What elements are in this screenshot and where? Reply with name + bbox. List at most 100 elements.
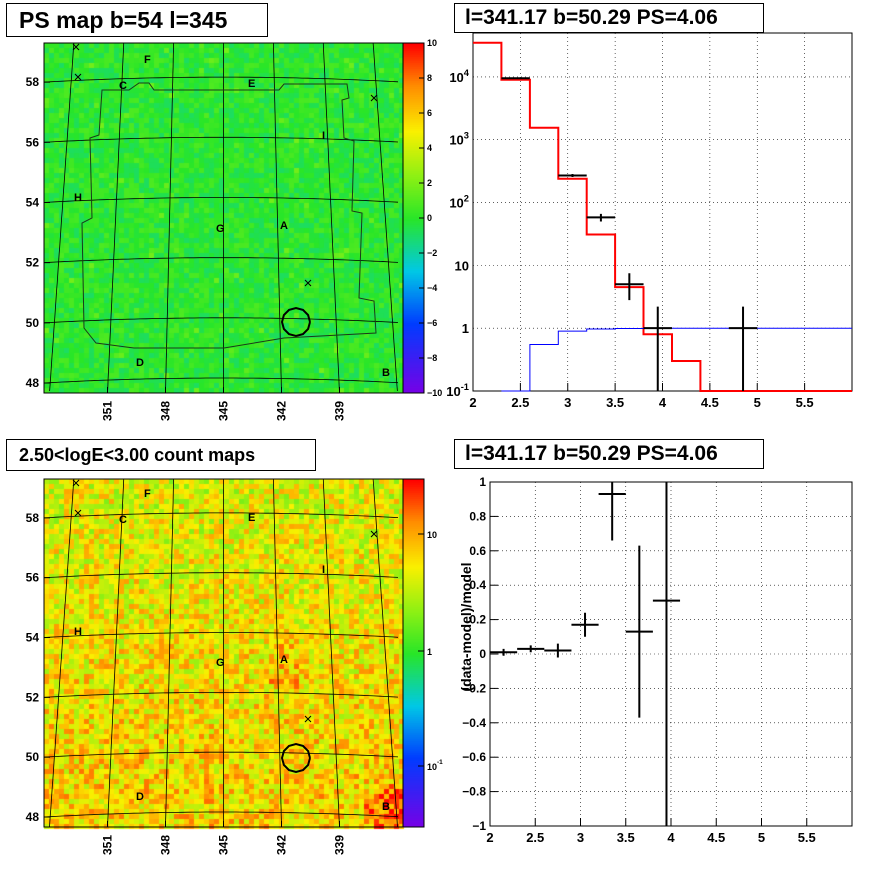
spectrum-y-tick-label: 10 bbox=[455, 258, 469, 273]
residual-grid bbox=[489, 481, 852, 827]
count-map-x-tick-label: 342 bbox=[275, 835, 289, 855]
spectrum-frame bbox=[472, 32, 853, 392]
count-colorbar-tick-label: 1 bbox=[427, 647, 432, 657]
spectrum-model-line bbox=[473, 41, 852, 392]
ps-map-region-d: D bbox=[136, 357, 144, 369]
count-map-y-tick-label: 48 bbox=[26, 810, 40, 824]
residual-x-tick-label: 4.5 bbox=[707, 830, 725, 845]
residual-data-point bbox=[598, 482, 626, 541]
ps-map-cross-marker bbox=[370, 94, 378, 102]
ps-map-region-h: H bbox=[74, 192, 82, 204]
residual-y-tick-label: −0.4 bbox=[462, 716, 486, 730]
spectrum-data-point bbox=[501, 77, 530, 80]
ps-colorbar-tick-label: 6 bbox=[427, 108, 432, 118]
top-right-title: l=341.17 b=50.29 PS=4.06 bbox=[454, 3, 764, 33]
count-map-lon-line bbox=[322, 478, 340, 828]
residual-data-point bbox=[652, 482, 681, 826]
count-map-region-c: C bbox=[119, 514, 127, 526]
residual-x-tick-label: 5 bbox=[758, 830, 765, 845]
spectrum-background-line bbox=[501, 327, 852, 392]
ps-map-x-tick-label: 339 bbox=[333, 401, 347, 421]
residual-x-tick-label: 4 bbox=[667, 830, 675, 845]
ps-map-source-circle bbox=[280, 306, 311, 338]
residual-y-tick-label: −0.6 bbox=[462, 750, 486, 764]
count-map-y-tick-label: 54 bbox=[26, 631, 40, 645]
count-map-y-tick-label: 52 bbox=[26, 690, 40, 704]
residual-y-tick-label: 0 bbox=[479, 647, 486, 661]
count-colorbar-frame bbox=[402, 478, 425, 828]
spectrum-y-tick-label: 1 bbox=[462, 321, 469, 336]
ps-colorbar-tick-label: −6 bbox=[427, 318, 437, 328]
residual-x-tick-label: 3.5 bbox=[617, 830, 635, 845]
bottom-left-title: 2.50<logE<3.00 count maps bbox=[6, 439, 316, 471]
residual-y-tick-label: 0.8 bbox=[469, 509, 486, 523]
count-map-cross-marker bbox=[74, 509, 82, 517]
count-map-source-circle bbox=[280, 742, 311, 774]
spectrum-x-tick-label: 4.5 bbox=[701, 395, 719, 410]
ps-map-cross-marker bbox=[304, 279, 312, 287]
ps-map-lat-line bbox=[43, 136, 399, 143]
count-map-x-tick-label: 345 bbox=[217, 835, 231, 855]
count-map-lat-line bbox=[43, 512, 399, 519]
ps-map-y-tick-label: 48 bbox=[26, 376, 40, 390]
ps-colorbar-tick-label: 2 bbox=[427, 178, 432, 188]
spectrum-x-tick-label: 3.5 bbox=[606, 395, 624, 410]
count-colorbar-tick-label: 10 bbox=[427, 530, 437, 540]
count-map-y-tick-label: 58 bbox=[26, 511, 40, 525]
ps-map-lat-line bbox=[43, 317, 399, 324]
ps-map-region-b: B bbox=[382, 367, 390, 379]
ps-colorbar-tick-label: 8 bbox=[427, 73, 432, 83]
ps-map-lat-line bbox=[43, 197, 399, 203]
count-map-graticule bbox=[43, 478, 399, 828]
bottom-right-title: l=341.17 b=50.29 PS=4.06 bbox=[454, 439, 764, 469]
spectrum-x-tick-label: 4 bbox=[659, 395, 667, 410]
count-map-lat-line bbox=[43, 811, 399, 818]
residual-y-axis-label: (data-model)/model bbox=[458, 562, 474, 691]
count-map-cross-marker bbox=[304, 715, 312, 723]
residual-y-tick-label: −0.2 bbox=[462, 681, 486, 695]
residual-y-tick-label: 1 bbox=[479, 475, 486, 489]
spectrum-y-tick-label: 10-1 bbox=[446, 382, 469, 399]
spectrum-x-tick-label: 2 bbox=[469, 395, 476, 410]
spectrum-y-tick-label: 104 bbox=[449, 68, 469, 85]
residual-y-tick-label: 0.4 bbox=[469, 578, 486, 592]
residual-x-tick-label: 3 bbox=[577, 830, 584, 845]
ps-map-lat-line bbox=[43, 257, 399, 263]
count-map-x-tick-label: 351 bbox=[101, 835, 115, 855]
residual-data-point bbox=[517, 645, 545, 653]
residual-y-tick-label: 0.2 bbox=[469, 613, 486, 627]
count-colorbar-tick-label: 10-1 bbox=[427, 759, 443, 772]
ps-colorbar-tick-label: −10 bbox=[427, 388, 442, 398]
ps-map-region-c: C bbox=[119, 80, 127, 92]
residual-data-point bbox=[571, 612, 599, 637]
residual-y-tick-label: −1 bbox=[472, 819, 486, 833]
ps-map-lon-line bbox=[49, 42, 75, 392]
count-map-lon-line bbox=[49, 478, 75, 828]
ps-map-graticule bbox=[43, 42, 399, 392]
spectrum-data-point bbox=[615, 273, 644, 301]
count-map-lon-line bbox=[107, 478, 125, 828]
ps-map-y-tick-label: 58 bbox=[26, 75, 40, 89]
count-map-region-i: I bbox=[322, 564, 325, 576]
count-map-lon-line bbox=[372, 478, 398, 828]
count-map-cross-marker bbox=[72, 479, 80, 487]
ps-map-lon-line bbox=[165, 42, 174, 392]
ps-map-region-e: E bbox=[248, 78, 255, 90]
count-map-y-tick-label: 56 bbox=[26, 571, 40, 585]
ps-map-x-tick-label: 348 bbox=[159, 401, 173, 421]
ps-colorbar-tick-label: −8 bbox=[427, 353, 437, 363]
top-left-title: PS map b=54 l=345 bbox=[6, 3, 268, 37]
count-map-x-tick-label: 339 bbox=[333, 835, 347, 855]
residual-data-point bbox=[625, 545, 653, 718]
count-map-lat-line bbox=[43, 692, 399, 698]
residual-x-tick-label: 2.5 bbox=[526, 830, 544, 845]
ps-map-lon-line bbox=[273, 42, 282, 392]
count-map-x-tick-label: 348 bbox=[159, 835, 173, 855]
count-map-region-b: B bbox=[382, 801, 390, 813]
ps-map-survey-boundary bbox=[81, 82, 377, 349]
spectrum-x-tick-label: 5 bbox=[754, 395, 761, 410]
ps-map-y-tick-label: 56 bbox=[26, 135, 40, 149]
ps-map-y-tick-label: 54 bbox=[26, 195, 40, 209]
ps-map-lon-line bbox=[322, 42, 340, 392]
